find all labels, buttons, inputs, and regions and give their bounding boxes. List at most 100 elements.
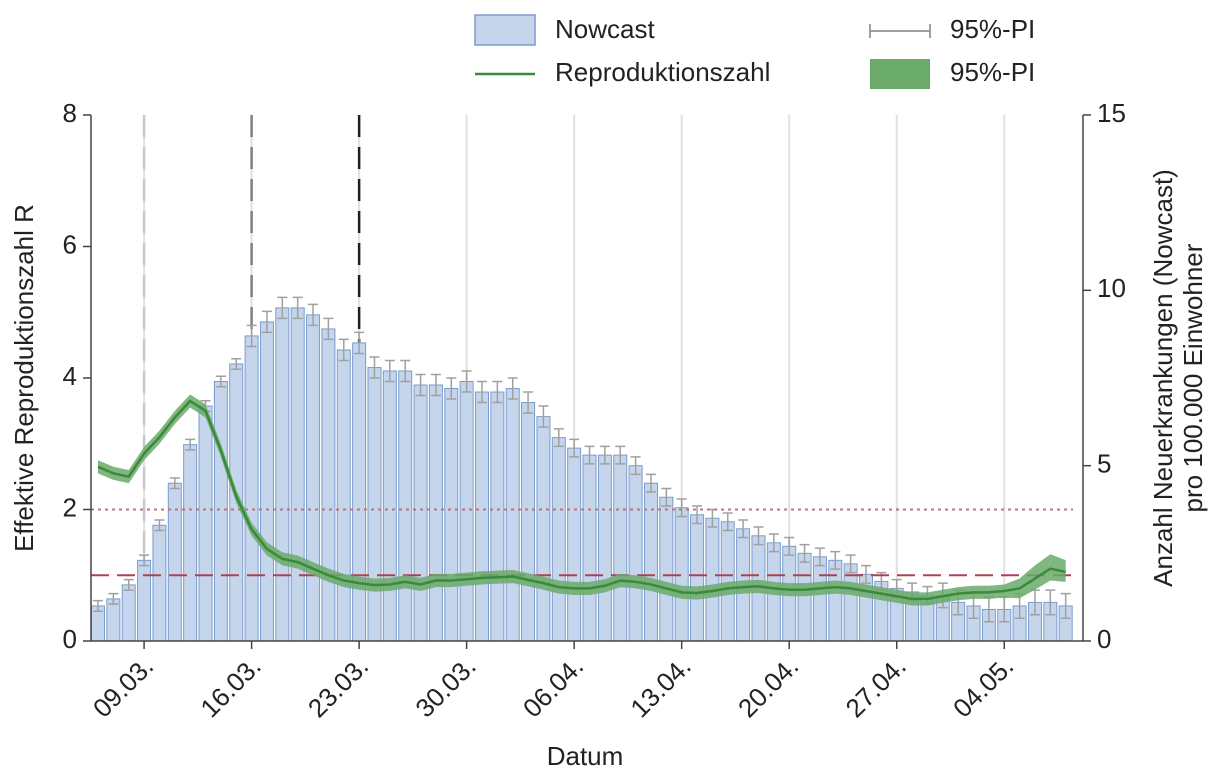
error-bar [845, 554, 856, 574]
y2-tick-label: 5 [1097, 449, 1111, 479]
bar [183, 444, 198, 642]
error-bar [722, 512, 733, 532]
bar [259, 321, 274, 642]
legend-label: Nowcast [555, 14, 655, 44]
error-bar [169, 477, 180, 490]
bar [643, 482, 658, 642]
error-bar [400, 359, 411, 383]
legend-swatch [870, 59, 930, 89]
x-tick-label: 20.04. [732, 651, 804, 723]
bar [306, 314, 321, 642]
error-bar [354, 331, 365, 355]
x-tick-label: 06.04. [517, 651, 589, 723]
bar [137, 559, 152, 642]
error-bar [93, 599, 103, 612]
y-tick-label: 0 [63, 624, 77, 654]
y2-tick-label: 15 [1097, 98, 1126, 128]
error-bar [861, 564, 871, 584]
error-bar [553, 428, 564, 448]
error-bar [738, 519, 749, 539]
error-bar [645, 473, 656, 493]
error-bar [215, 375, 226, 388]
error-bar [753, 526, 764, 546]
error-bar [830, 550, 841, 570]
bar [551, 437, 566, 642]
error-bar [446, 377, 457, 400]
error-bar [492, 380, 503, 404]
error-bar [784, 536, 795, 556]
bar [521, 402, 536, 642]
y-tick-label: 6 [63, 229, 77, 259]
error-bar [108, 592, 119, 605]
bar [797, 552, 812, 642]
bar [413, 384, 428, 642]
legend-label: 95%-PI [950, 57, 1035, 87]
bar [475, 391, 489, 642]
bar [828, 559, 843, 642]
error-bar [507, 377, 518, 400]
error-bar [461, 370, 472, 393]
bar [321, 328, 336, 642]
bar [290, 307, 305, 642]
y2-axis-title: Anzahl Neuerkrankungen (Nowcast) [1148, 169, 1178, 587]
error-bar [584, 445, 595, 465]
error-bar [369, 356, 380, 379]
y-tick-label: 4 [63, 361, 77, 391]
bar [812, 556, 827, 642]
y-tick-label: 8 [63, 98, 77, 128]
x-tick-label: 27.04. [839, 651, 911, 723]
bar [567, 447, 582, 642]
x-axis-title: Datum [547, 741, 624, 771]
legend-swatch [869, 24, 931, 38]
error-bar [277, 296, 288, 320]
y-tick-label: 2 [63, 492, 77, 522]
x-tick-label: 16.03. [194, 651, 266, 723]
error-bar [661, 487, 672, 507]
x-tick-label: 04.05. [947, 651, 1019, 723]
bar [398, 370, 413, 642]
error-bar [630, 456, 641, 476]
bar [213, 381, 228, 642]
error-bar [384, 359, 395, 383]
bar [244, 335, 259, 642]
bar [505, 388, 520, 642]
error-bar [569, 438, 580, 458]
bar [167, 482, 182, 642]
error-bar [231, 357, 242, 370]
error-bar [477, 380, 487, 404]
error-bar [415, 373, 426, 397]
error-bar [185, 438, 196, 451]
error-bar [123, 578, 134, 591]
x-tick-label: 30.03. [409, 651, 481, 723]
bar [275, 307, 290, 642]
error-bar [1045, 589, 1056, 616]
error-bar [292, 296, 303, 320]
bar [367, 366, 382, 642]
bar [428, 384, 443, 642]
bar [198, 405, 213, 642]
legend-label: 95%-PI [950, 14, 1035, 44]
legend-swatch [474, 14, 536, 46]
error-bar [523, 391, 534, 414]
bar [459, 381, 474, 642]
error-bar [1060, 592, 1071, 619]
error-bar [676, 498, 687, 518]
bar [536, 416, 551, 642]
y2-tick-label: 10 [1097, 273, 1126, 303]
error-bar [768, 533, 779, 553]
error-bar [692, 505, 703, 525]
error-bar [323, 317, 334, 341]
bar [582, 454, 597, 642]
error-bar [139, 554, 150, 567]
error-bar [246, 324, 257, 348]
bar [613, 454, 628, 642]
bar [352, 342, 367, 642]
error-bar [538, 405, 549, 428]
legend-label: Reproduktionszahl [555, 57, 770, 87]
error-bar [308, 303, 319, 327]
y2-tick-label: 0 [1097, 624, 1111, 654]
x-tick-label: 13.04. [624, 651, 696, 723]
bar [690, 514, 705, 642]
error-bar [615, 445, 626, 465]
